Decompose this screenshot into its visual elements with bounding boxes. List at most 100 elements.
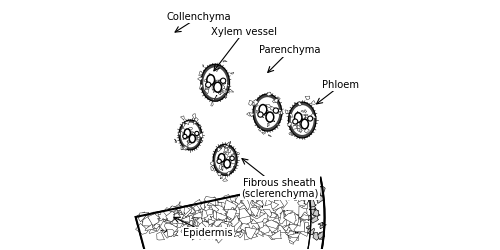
Polygon shape [216,69,218,71]
Polygon shape [248,226,260,237]
Polygon shape [306,194,312,198]
Polygon shape [224,218,234,222]
Polygon shape [220,177,223,179]
Polygon shape [180,216,190,222]
Polygon shape [292,229,299,236]
Polygon shape [224,148,228,152]
Polygon shape [271,202,278,209]
Polygon shape [232,159,235,164]
Polygon shape [214,86,219,92]
Polygon shape [176,206,186,210]
Ellipse shape [224,160,230,168]
Polygon shape [254,211,266,217]
Polygon shape [318,232,324,239]
Polygon shape [231,153,234,156]
Polygon shape [296,178,306,192]
Polygon shape [304,114,306,118]
Polygon shape [194,202,206,211]
Polygon shape [263,210,272,217]
Polygon shape [266,110,268,113]
Polygon shape [156,219,164,226]
Polygon shape [187,141,190,142]
Polygon shape [182,122,185,128]
Polygon shape [246,113,250,116]
Polygon shape [310,215,318,223]
Polygon shape [166,230,178,236]
Polygon shape [239,208,250,218]
Polygon shape [298,102,302,106]
Polygon shape [300,186,312,194]
Polygon shape [280,110,283,115]
Polygon shape [293,216,302,222]
Polygon shape [287,231,294,239]
Polygon shape [192,234,202,239]
Polygon shape [184,214,189,220]
Ellipse shape [259,104,267,115]
Ellipse shape [181,122,200,147]
Polygon shape [216,212,228,221]
Ellipse shape [294,113,302,122]
Polygon shape [220,86,225,90]
Polygon shape [296,212,300,219]
Polygon shape [252,193,257,200]
Polygon shape [243,191,254,198]
Polygon shape [208,219,216,225]
Polygon shape [196,135,198,139]
Ellipse shape [288,102,316,138]
Polygon shape [211,166,214,171]
Polygon shape [262,116,264,118]
Polygon shape [220,91,222,94]
Polygon shape [252,103,256,107]
Polygon shape [163,221,173,223]
Polygon shape [244,230,258,240]
Polygon shape [212,98,215,101]
Polygon shape [317,232,324,239]
Polygon shape [228,196,236,205]
Polygon shape [270,192,278,200]
Polygon shape [237,152,240,155]
Polygon shape [187,142,192,146]
Polygon shape [204,196,216,205]
Polygon shape [304,118,308,124]
Polygon shape [301,119,302,122]
Polygon shape [300,228,310,236]
Polygon shape [308,186,314,192]
Ellipse shape [204,67,227,98]
Polygon shape [217,155,222,161]
Polygon shape [264,113,267,116]
Polygon shape [196,134,200,138]
Polygon shape [164,220,175,228]
Polygon shape [145,224,154,230]
Polygon shape [174,218,178,229]
Polygon shape [250,197,256,203]
Polygon shape [194,200,203,210]
Polygon shape [251,206,262,219]
Polygon shape [294,119,296,124]
Polygon shape [241,228,246,233]
Polygon shape [271,183,281,196]
Polygon shape [245,227,250,235]
Polygon shape [191,137,194,140]
Polygon shape [248,100,253,105]
Polygon shape [277,97,280,100]
Polygon shape [240,211,248,220]
Polygon shape [240,200,250,210]
Polygon shape [186,206,196,216]
Polygon shape [149,230,156,234]
Polygon shape [301,110,304,112]
Polygon shape [213,220,224,228]
Polygon shape [238,205,247,212]
Polygon shape [198,125,200,128]
Polygon shape [286,217,292,226]
Polygon shape [253,210,258,216]
Polygon shape [196,207,202,216]
Text: Fibrous sheath
(sclerenchyma): Fibrous sheath (sclerenchyma) [241,178,318,199]
Polygon shape [175,140,176,143]
Polygon shape [270,212,277,218]
Polygon shape [290,193,296,200]
Polygon shape [315,194,320,199]
Polygon shape [219,164,222,170]
Polygon shape [294,212,304,222]
Polygon shape [212,83,213,86]
Polygon shape [266,231,276,240]
